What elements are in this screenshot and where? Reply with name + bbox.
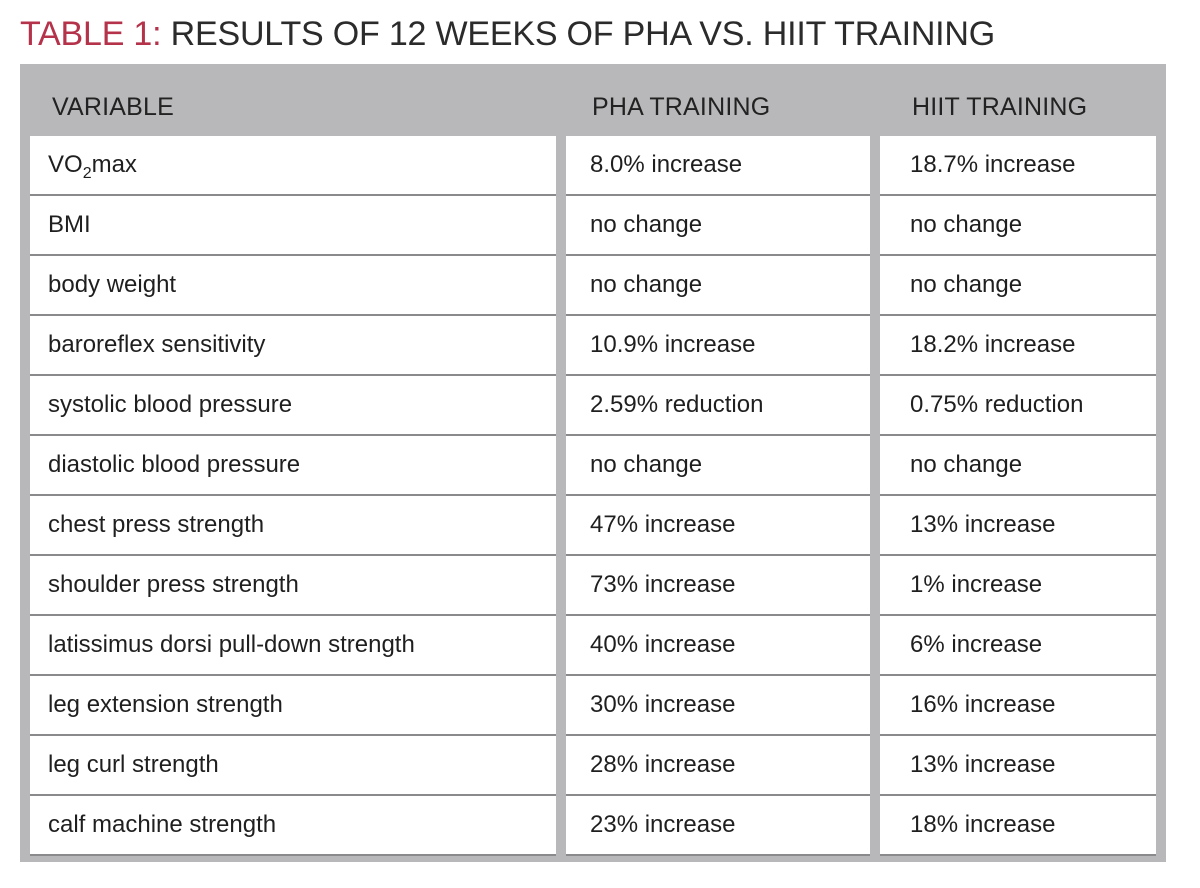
results-table-grid: VARIABLE PHA TRAINING HIIT TRAINING VO2m… (30, 78, 1156, 856)
pha-result-cell: no change (566, 256, 870, 316)
table-row: baroreflex sensitivity 10.9% increase 18… (30, 316, 1156, 376)
pha-result-cell: 47% increase (566, 496, 870, 556)
hiit-result-cell: 6% increase (880, 616, 1156, 676)
hiit-result-cell: 0.75% reduction (880, 376, 1156, 436)
pha-result-cell: 73% increase (566, 556, 870, 616)
variable-cell: VO2max (30, 136, 556, 196)
pha-result-cell: no change (566, 436, 870, 496)
table-row: VO2max 8.0% increase 18.7% increase (30, 136, 1156, 196)
table-row: leg extension strength 30% increase 16% … (30, 676, 1156, 736)
hiit-result-cell: no change (880, 196, 1156, 256)
hiit-result-cell: 13% increase (880, 496, 1156, 556)
hiit-result-cell: 18.7% increase (880, 136, 1156, 196)
table-row: latissimus dorsi pull-down strength 40% … (30, 616, 1156, 676)
variable-cell: shoulder press strength (30, 556, 556, 616)
pha-result-cell: 10.9% increase (566, 316, 870, 376)
header-hiit-training: HIIT TRAINING (912, 92, 1088, 121)
variable-cell: baroreflex sensitivity (30, 316, 556, 376)
table-row: leg curl strength 28% increase 13% incre… (30, 736, 1156, 796)
table-row: BMI no change no change (30, 196, 1156, 256)
table-title-label: TABLE 1: (20, 15, 162, 53)
variable-cell: leg curl strength (30, 736, 556, 796)
hiit-result-cell: 18% increase (880, 796, 1156, 856)
hiit-result-cell: no change (880, 436, 1156, 496)
variable-cell: latissimus dorsi pull-down strength (30, 616, 556, 676)
variable-base-text: VO (48, 151, 83, 178)
pha-result-cell: no change (566, 196, 870, 256)
variable-suffix-text: max (91, 151, 137, 178)
pha-result-cell: 30% increase (566, 676, 870, 736)
variable-cell: calf machine strength (30, 796, 556, 856)
hiit-result-cell: 18.2% increase (880, 316, 1156, 376)
variable-text: VO2max (48, 151, 137, 182)
variable-cell: chest press strength (30, 496, 556, 556)
hiit-result-cell: no change (880, 256, 1156, 316)
table-row: shoulder press strength 73% increase 1% … (30, 556, 1156, 616)
pha-result-cell: 28% increase (566, 736, 870, 796)
pha-result-cell: 23% increase (566, 796, 870, 856)
variable-cell: leg extension strength (30, 676, 556, 736)
variable-subscript: 2 (82, 165, 92, 182)
table-title-text: RESULTS OF 12 WEEKS OF PHA VS. HIIT TRAI… (161, 15, 996, 53)
header-pha-training: PHA TRAINING (592, 92, 771, 121)
header-variable: VARIABLE (52, 92, 175, 121)
pha-result-cell: 40% increase (566, 616, 870, 676)
variable-cell: diastolic blood pressure (30, 436, 556, 496)
table-header-row: VARIABLE PHA TRAINING HIIT TRAINING (30, 78, 1156, 136)
pha-result-cell: 2.59% reduction (566, 376, 870, 436)
variable-cell: body weight (30, 256, 556, 316)
table-row: calf machine strength 23% increase 18% i… (30, 796, 1156, 856)
variable-cell: systolic blood pressure (30, 376, 556, 436)
table-row: diastolic blood pressure no change no ch… (30, 436, 1156, 496)
table-row: systolic blood pressure 2.59% reduction … (30, 376, 1156, 436)
results-table: VARIABLE PHA TRAINING HIIT TRAINING VO2m… (20, 64, 1166, 862)
hiit-result-cell: 13% increase (880, 736, 1156, 796)
table-title: TABLE 1: RESULTS OF 12 WEEKS OF PHA VS. … (20, 12, 995, 56)
hiit-result-cell: 1% increase (880, 556, 1156, 616)
variable-cell: BMI (30, 196, 556, 256)
pha-result-cell: 8.0% increase (566, 136, 870, 196)
hiit-result-cell: 16% increase (880, 676, 1156, 736)
table-row: body weight no change no change (30, 256, 1156, 316)
table-row: chest press strength 47% increase 13% in… (30, 496, 1156, 556)
